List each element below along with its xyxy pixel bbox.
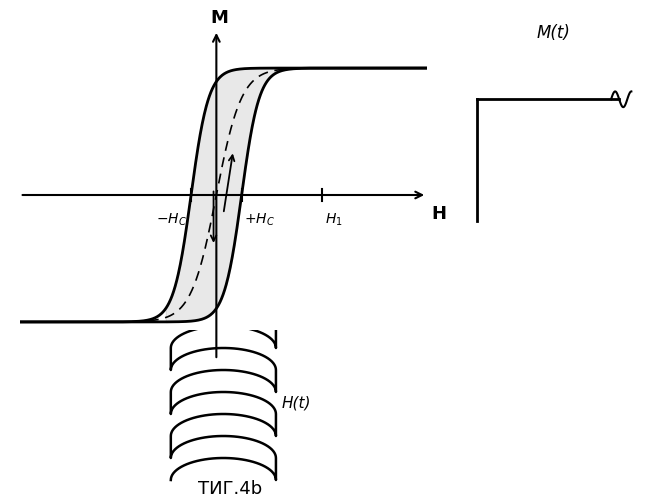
Text: $H_1$: $H_1$ — [325, 212, 342, 228]
Text: $+H_C$: $+H_C$ — [244, 212, 275, 228]
Text: H(t): H(t) — [281, 396, 311, 410]
Text: ΤИГ.4b: ΤИГ.4b — [198, 480, 262, 498]
Text: $-H_C$: $-H_C$ — [156, 212, 187, 228]
Text: H: H — [431, 205, 446, 223]
Text: M(t): M(t) — [537, 24, 571, 42]
Text: M: M — [210, 10, 228, 28]
